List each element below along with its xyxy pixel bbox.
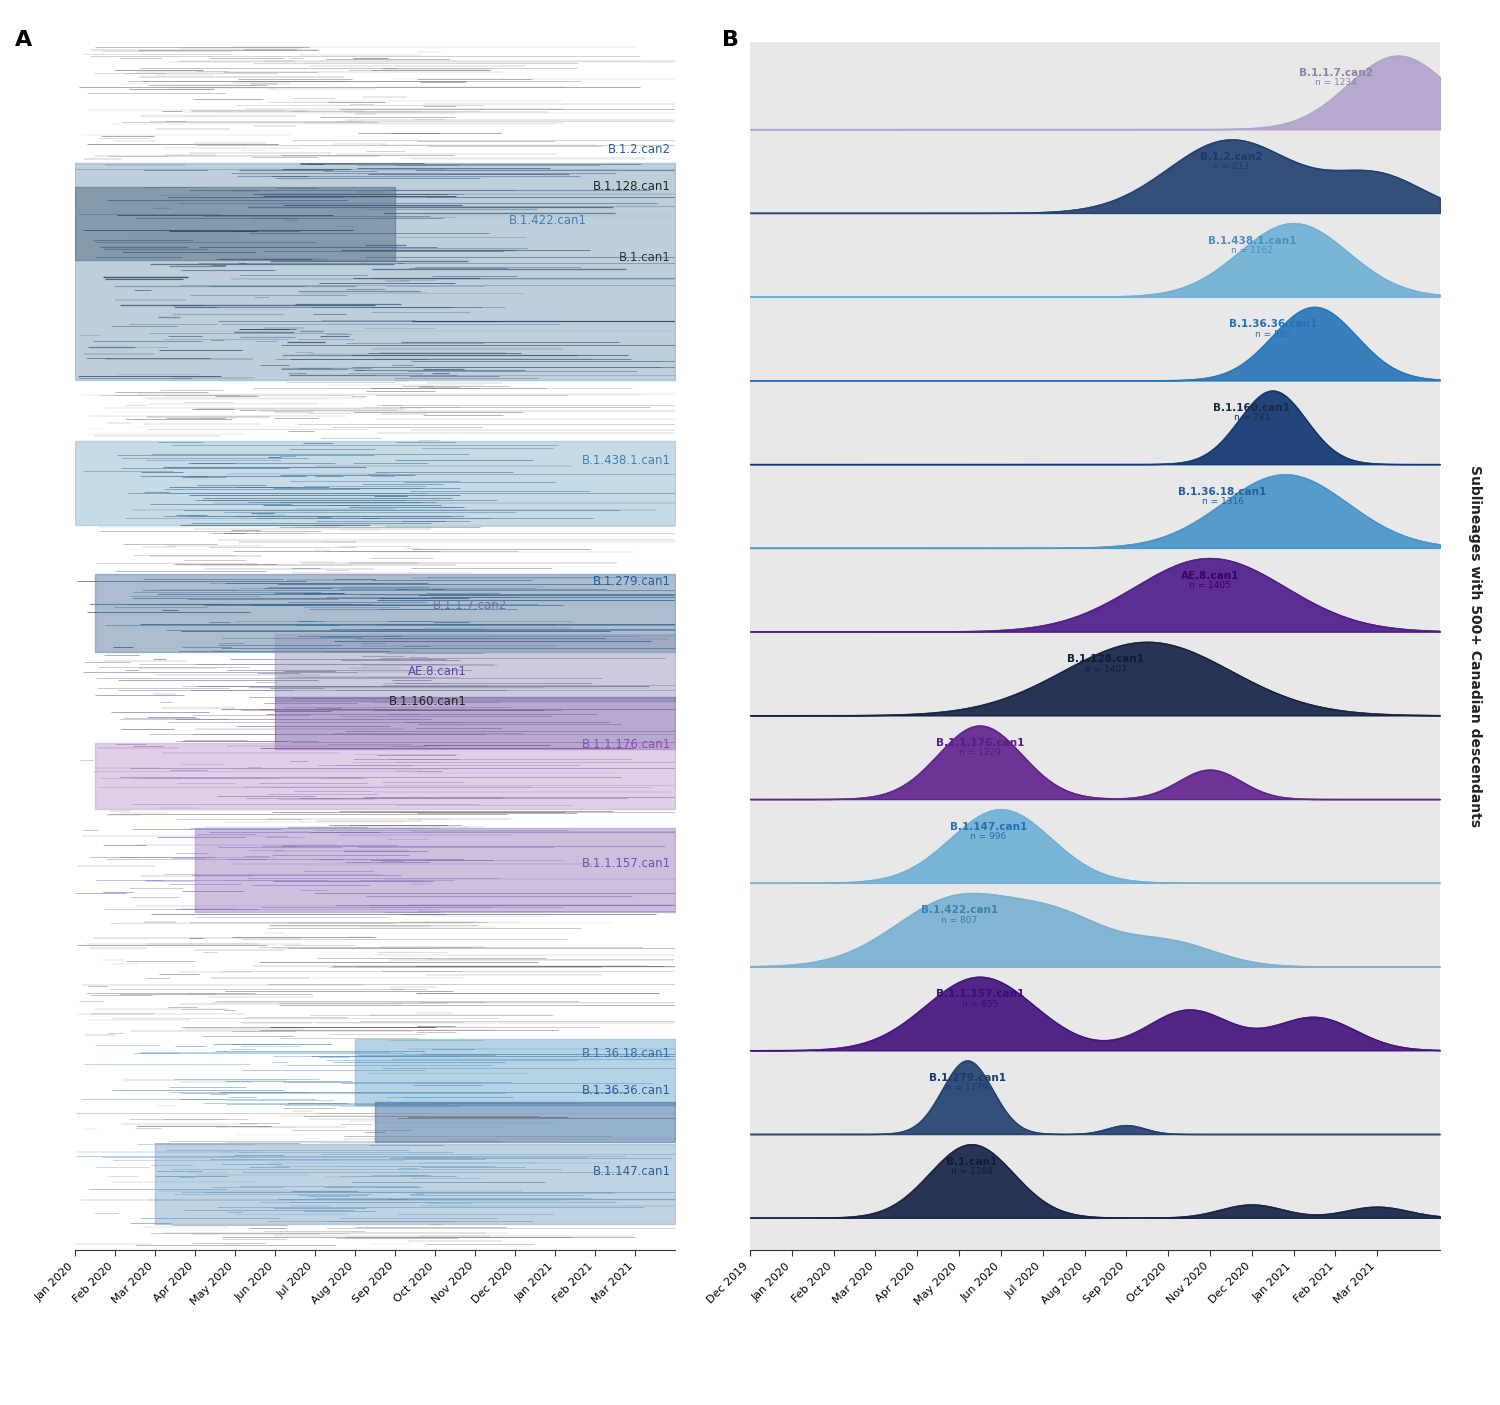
Text: n = 1162: n = 1162 xyxy=(1232,246,1274,254)
Text: AE.8.can1: AE.8.can1 xyxy=(1180,570,1239,580)
Text: n = 1234: n = 1234 xyxy=(1314,79,1356,87)
Text: B.1.1.7.can2: B.1.1.7.can2 xyxy=(432,600,507,613)
Text: B.1.2.can2: B.1.2.can2 xyxy=(1200,152,1262,162)
Text: B.1.147.can1: B.1.147.can1 xyxy=(592,1165,670,1177)
Text: B.1.36.36.can1: B.1.36.36.can1 xyxy=(582,1085,670,1097)
Text: B.1.2.can2: B.1.2.can2 xyxy=(608,143,670,156)
Text: n = 1779: n = 1779 xyxy=(946,1083,988,1092)
Text: n = 996: n = 996 xyxy=(970,832,1006,842)
Text: B.1.279.can1: B.1.279.can1 xyxy=(592,575,670,589)
Text: n = 781: n = 781 xyxy=(1233,413,1270,423)
Text: B.1.1.7.can2: B.1.1.7.can2 xyxy=(1299,67,1372,79)
Text: B.1.160.can1: B.1.160.can1 xyxy=(1214,403,1290,413)
Text: n = 580: n = 580 xyxy=(1254,330,1292,339)
Text: n = 1405: n = 1405 xyxy=(1190,580,1231,590)
Text: B.1.438.1.can1: B.1.438.1.can1 xyxy=(582,454,670,468)
Text: B.1.36.18.can1: B.1.36.18.can1 xyxy=(582,1047,670,1059)
Text: B.1.147.can1: B.1.147.can1 xyxy=(950,822,1028,832)
Text: A: A xyxy=(15,30,33,51)
Text: n = 1407: n = 1407 xyxy=(1084,665,1126,673)
Text: n = 1284: n = 1284 xyxy=(951,1168,993,1176)
Text: B.1.1.176.can1: B.1.1.176.can1 xyxy=(582,739,670,752)
Text: B.1.1.176.can1: B.1.1.176.can1 xyxy=(936,738,1024,747)
Text: B.1.1.157.can1: B.1.1.157.can1 xyxy=(582,857,670,870)
Text: AE.8.can1: AE.8.can1 xyxy=(408,665,466,677)
Text: B.1.can1: B.1.can1 xyxy=(946,1156,998,1166)
Text: B.1.36.36.can1: B.1.36.36.can1 xyxy=(1228,319,1317,329)
Text: n = 807: n = 807 xyxy=(940,916,976,924)
Text: B.1.422.can1: B.1.422.can1 xyxy=(921,905,998,916)
Text: B.1.128.can1: B.1.128.can1 xyxy=(1066,655,1144,665)
Text: B.1.128.can1: B.1.128.can1 xyxy=(592,180,670,192)
Text: B.1.36.18.can1: B.1.36.18.can1 xyxy=(1179,486,1266,497)
Text: B.1.438.1.can1: B.1.438.1.can1 xyxy=(1208,236,1296,246)
Text: B.1.can1: B.1.can1 xyxy=(620,251,670,264)
Text: n = 1229: n = 1229 xyxy=(958,749,1000,757)
Text: B.1.422.can1: B.1.422.can1 xyxy=(509,214,586,228)
Text: B: B xyxy=(723,30,740,51)
Text: B.1.1.157.can1: B.1.1.157.can1 xyxy=(936,989,1024,999)
Text: n = 813: n = 813 xyxy=(1214,162,1249,171)
Text: B.1.160.can1: B.1.160.can1 xyxy=(388,695,466,708)
Text: n = 855: n = 855 xyxy=(962,999,998,1009)
Text: B.1.279.can1: B.1.279.can1 xyxy=(928,1073,1007,1083)
Text: Sublineages with 500+ Canadian descendants: Sublineages with 500+ Canadian descendan… xyxy=(1467,465,1482,828)
Text: n = 1316: n = 1316 xyxy=(1202,497,1243,506)
